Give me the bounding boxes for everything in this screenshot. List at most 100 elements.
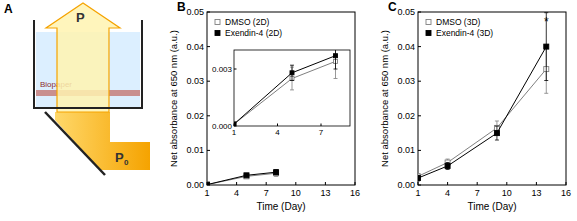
beaker xyxy=(34,20,142,108)
error-bar xyxy=(274,170,278,175)
error-bar xyxy=(234,122,236,126)
series-line xyxy=(234,56,336,124)
x-tick xyxy=(506,182,507,185)
x-tick xyxy=(266,182,267,185)
legend-marker xyxy=(426,31,431,36)
inset-frame xyxy=(234,50,350,126)
panel-label: C xyxy=(388,0,397,14)
annotation: * xyxy=(544,15,549,29)
error-cap xyxy=(290,80,294,81)
legend-label: Exendin-4 (2D) xyxy=(225,28,282,38)
error-cap xyxy=(446,169,450,170)
y-tick xyxy=(207,12,210,13)
y-axis-label: Net absorbance at 650 nm (a.u.) xyxy=(379,30,390,167)
error-bar xyxy=(446,163,450,170)
legend: DMSO (2D)Exendin-4 (2D) xyxy=(215,17,282,38)
legend-marker xyxy=(215,31,220,36)
y-tick-label: 0.05 xyxy=(397,7,415,17)
inset-x-tick-label: 1 xyxy=(232,128,237,137)
x-tick xyxy=(477,182,478,185)
series-line xyxy=(418,47,546,178)
y-tick xyxy=(418,81,421,82)
point xyxy=(494,131,499,136)
plot-frame xyxy=(207,12,355,185)
x-tick xyxy=(355,182,356,185)
error-bar xyxy=(544,13,548,81)
x-axis-label: Time (Day) xyxy=(256,201,305,212)
inset-x-tick xyxy=(277,124,278,127)
x-tick-label: 1 xyxy=(204,188,209,198)
x-tick xyxy=(447,182,448,185)
y-tick xyxy=(418,185,421,186)
inset-y-tick xyxy=(234,69,237,70)
point xyxy=(207,182,210,185)
error-cap xyxy=(290,65,294,66)
y-tick-label: 0.01 xyxy=(397,145,415,155)
error-cap xyxy=(544,93,548,94)
y-tick-label: 0.04 xyxy=(397,42,415,52)
x-tick xyxy=(236,182,237,185)
chart: C1471013160.000.010.020.030.040.05Time (… xyxy=(379,0,571,212)
error-cap xyxy=(446,162,450,163)
panel-label: B xyxy=(177,0,186,14)
series-line xyxy=(207,173,276,184)
input-beam xyxy=(55,112,150,170)
x-tick xyxy=(325,182,326,185)
error-cap xyxy=(495,126,499,127)
series-line xyxy=(418,69,546,176)
x-tick-label: 13 xyxy=(320,188,330,198)
series-line xyxy=(207,172,276,184)
inset-x-tick-label: 7 xyxy=(319,128,324,137)
point xyxy=(234,122,236,126)
y-tick-label: 0.01 xyxy=(186,145,204,155)
x-tick-label: 7 xyxy=(264,188,269,198)
x-tick xyxy=(295,182,296,185)
figure: ABiopaperPP0B1471013160.000.010.020.030.… xyxy=(0,0,577,221)
y-tick-label: 0.03 xyxy=(397,76,415,86)
mirror xyxy=(45,112,105,175)
inset-y-tick-label: 0.000 xyxy=(212,122,233,131)
data-group xyxy=(418,13,549,181)
inset: 1470.0000.003 xyxy=(212,42,350,137)
point xyxy=(244,173,249,178)
x-tick-label: 16 xyxy=(350,188,360,198)
input-subscript: 0 xyxy=(124,158,129,167)
x-tick xyxy=(566,182,567,185)
panel-label: A xyxy=(4,2,13,16)
x-tick-label: 13 xyxy=(531,188,541,198)
inset-y-tick-label: 0.003 xyxy=(212,65,233,74)
x-tick-label: 4 xyxy=(445,188,450,198)
error-bar xyxy=(418,175,420,181)
error-line xyxy=(335,50,336,69)
series-line xyxy=(234,61,336,124)
legend-marker xyxy=(426,20,431,25)
x-tick-label: 1 xyxy=(415,188,420,198)
point xyxy=(445,163,450,168)
error-bar xyxy=(290,65,294,80)
error-cap xyxy=(544,12,548,13)
error-cap xyxy=(334,69,338,70)
y-tick xyxy=(207,81,210,82)
error-cap xyxy=(495,120,499,121)
legend-label: DMSO (3D) xyxy=(436,17,481,27)
y-tick xyxy=(418,46,421,47)
y-tick-label: 0.00 xyxy=(186,180,204,190)
chart: B1471013160.000.010.020.030.040.05Time (… xyxy=(168,0,360,212)
x-tick-label: 7 xyxy=(475,188,480,198)
y-tick-label: 0.02 xyxy=(397,111,415,121)
legend-marker xyxy=(215,20,220,25)
point xyxy=(290,71,294,75)
y-tick xyxy=(207,150,210,151)
error-cap xyxy=(290,89,294,90)
y-tick-label: 0.02 xyxy=(186,111,204,121)
data-group xyxy=(207,170,279,185)
error-bar xyxy=(234,122,236,126)
legend-label: Exendin-4 (3D) xyxy=(436,28,493,38)
y-tick-label: 0.03 xyxy=(186,76,204,86)
error-bar xyxy=(334,50,338,69)
point xyxy=(234,122,236,126)
y-tick xyxy=(207,115,210,116)
output-label: P xyxy=(76,10,85,25)
diagram: ABiopaperPP0 xyxy=(4,2,150,175)
plot-frame xyxy=(418,12,566,185)
